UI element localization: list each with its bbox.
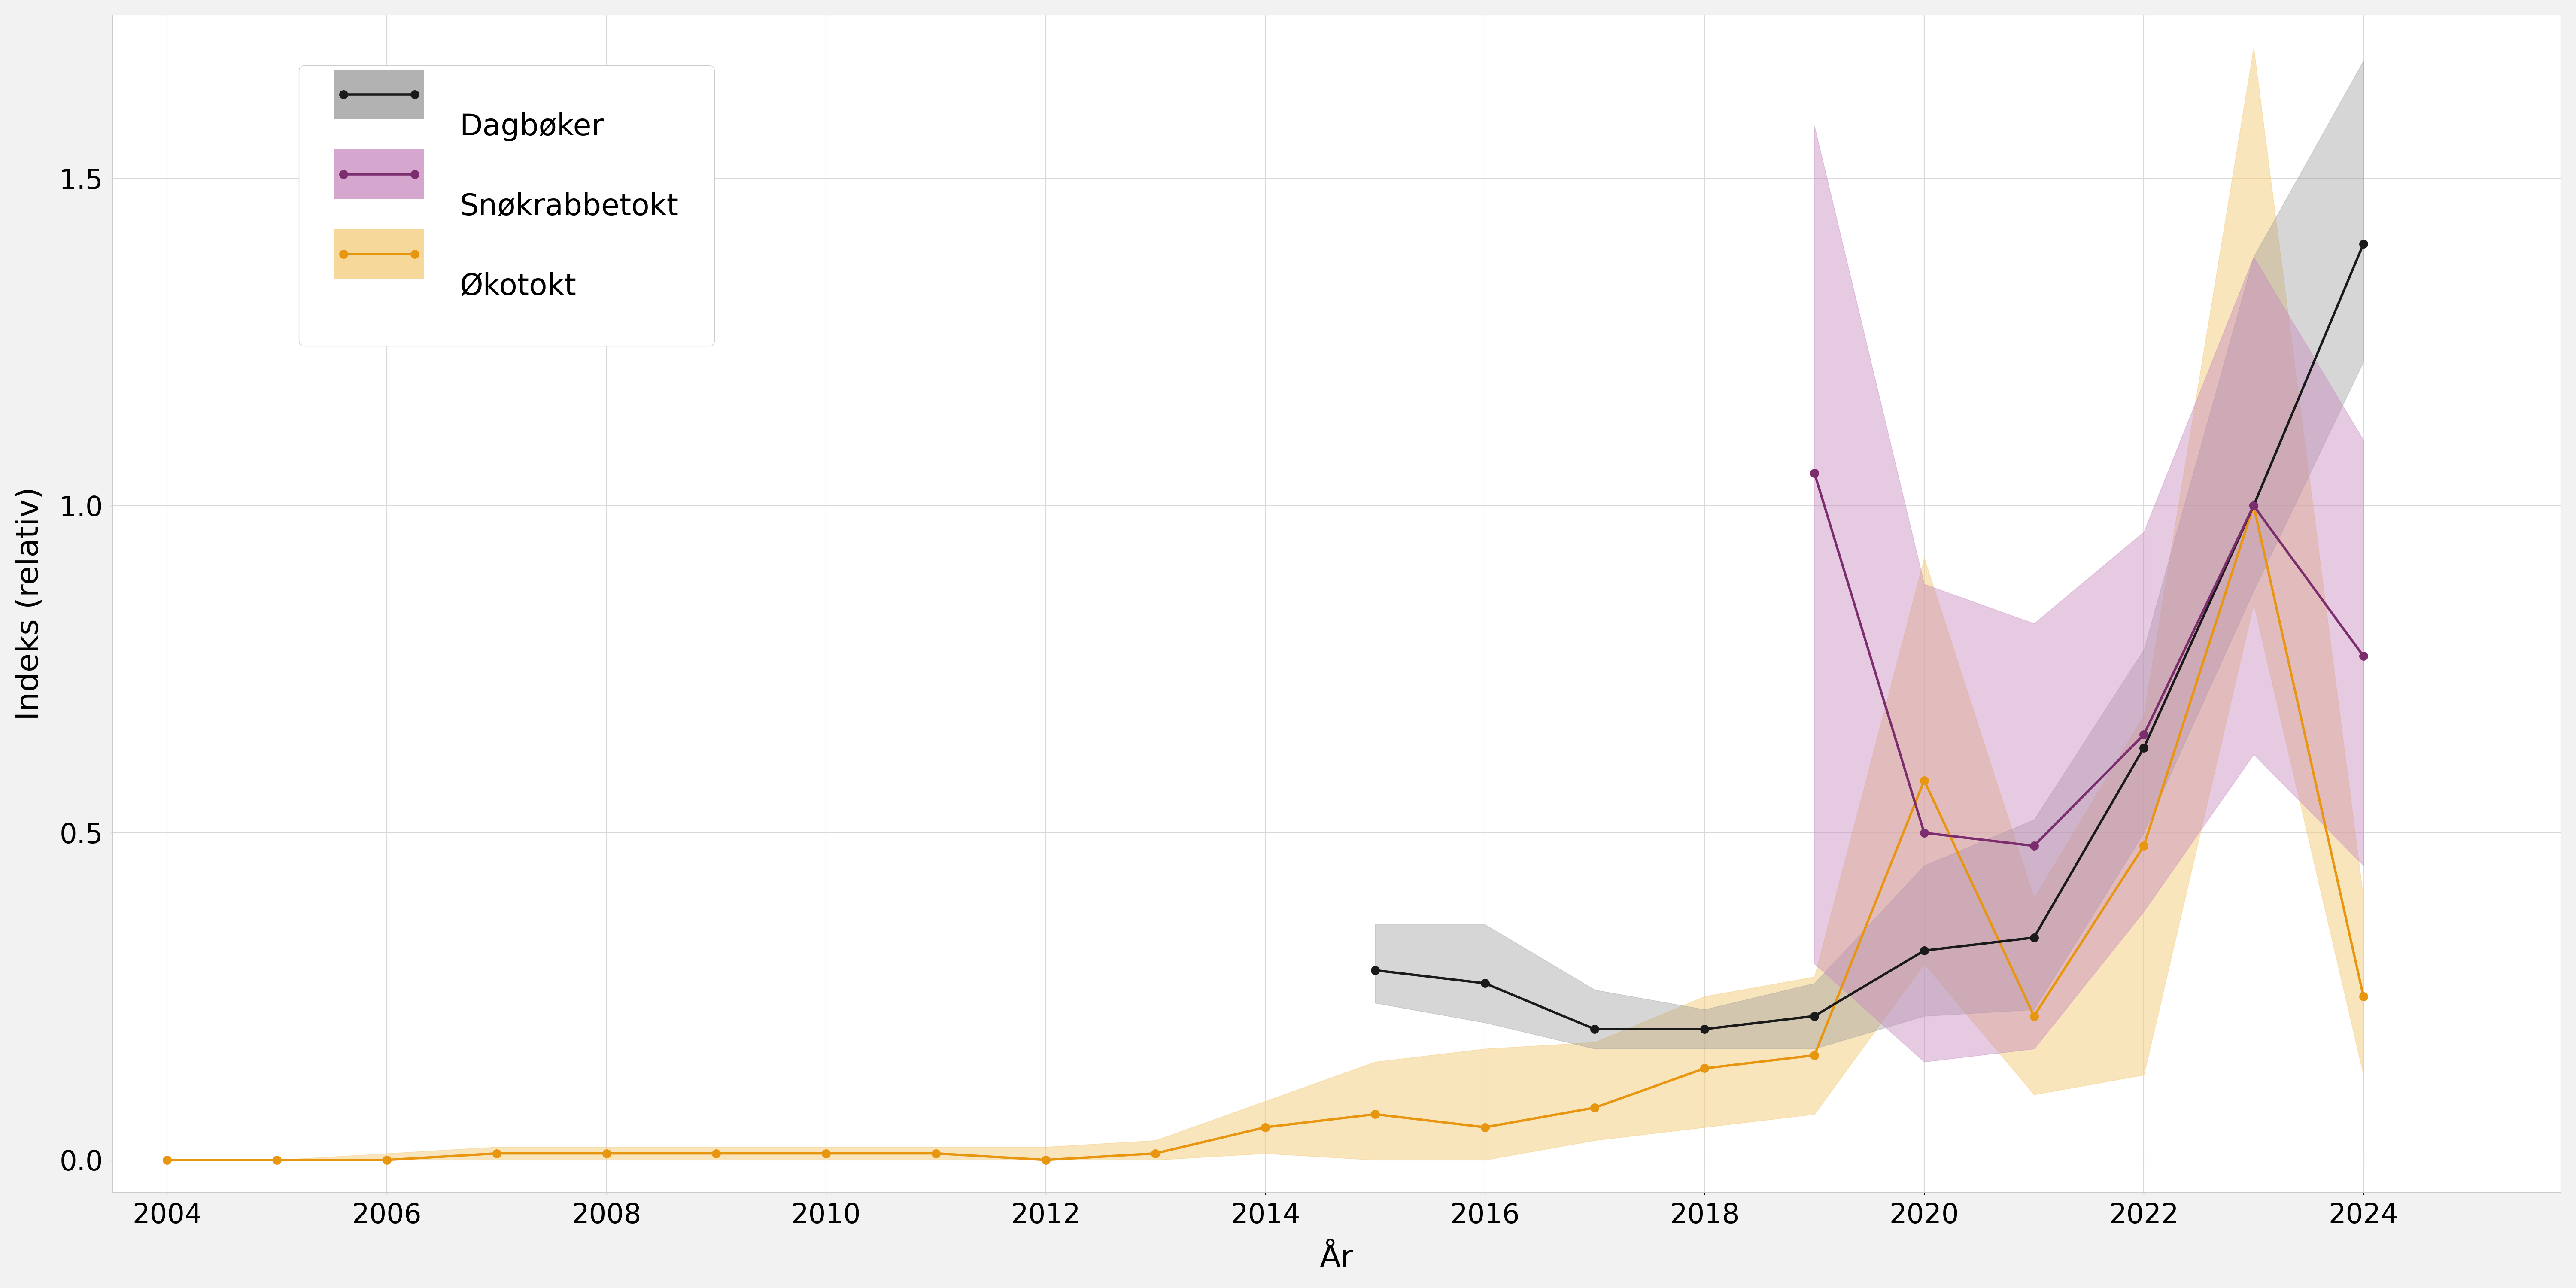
Økotokt <box>1030 1153 1061 1168</box>
Y-axis label: Indeks (relativ): Indeks (relativ) <box>15 487 44 720</box>
Økotokt <box>811 1146 842 1162</box>
Økotokt <box>1249 1119 1280 1135</box>
Dagbøker <box>1690 1021 1721 1037</box>
Økotokt <box>1468 1119 1499 1135</box>
Økotokt <box>2347 989 2378 1005</box>
Økotokt <box>2239 498 2269 514</box>
Dagbøker <box>2347 236 2378 251</box>
Line: Snøkrabbetokt: Snøkrabbetokt <box>1811 469 2367 850</box>
Dagbøker <box>1798 1009 1829 1024</box>
Økotokt <box>1909 773 1940 788</box>
Økotokt <box>920 1146 951 1162</box>
Dagbøker <box>2128 741 2159 756</box>
Økotokt <box>371 1153 402 1168</box>
Snøkrabbetokt <box>2020 838 2050 854</box>
Dagbøker <box>1909 943 1940 958</box>
Økotokt <box>1690 1060 1721 1075</box>
Økotokt <box>1360 1106 1391 1122</box>
Økotokt <box>263 1153 294 1168</box>
Snøkrabbetokt <box>1909 826 1940 841</box>
Økotokt <box>152 1153 183 1168</box>
Økotokt <box>482 1146 513 1162</box>
Økotokt <box>701 1146 732 1162</box>
Økotokt <box>1798 1047 1829 1063</box>
Snøkrabbetokt <box>2128 726 2159 742</box>
Dagbøker <box>2239 498 2269 514</box>
Dagbøker <box>1360 962 1391 978</box>
Snøkrabbetokt <box>2347 648 2378 663</box>
Snøkrabbetokt <box>1798 465 1829 480</box>
Økotokt <box>1141 1146 1172 1162</box>
Økotokt <box>2128 838 2159 854</box>
Økotokt <box>1579 1100 1610 1115</box>
Dagbøker <box>2020 930 2050 945</box>
Dagbøker <box>1468 975 1499 990</box>
Dagbøker <box>1579 1021 1610 1037</box>
Økotokt <box>2020 1009 2050 1024</box>
X-axis label: År: År <box>1319 1243 1352 1273</box>
Line: Dagbøker: Dagbøker <box>1370 240 2367 1033</box>
Legend: Dagbøker, Snøkrabbetokt, Økotokt: Dagbøker, Snøkrabbetokt, Økotokt <box>299 66 714 346</box>
Line: Økotokt: Økotokt <box>162 501 2367 1164</box>
Økotokt <box>590 1146 621 1162</box>
Snøkrabbetokt <box>2239 498 2269 514</box>
